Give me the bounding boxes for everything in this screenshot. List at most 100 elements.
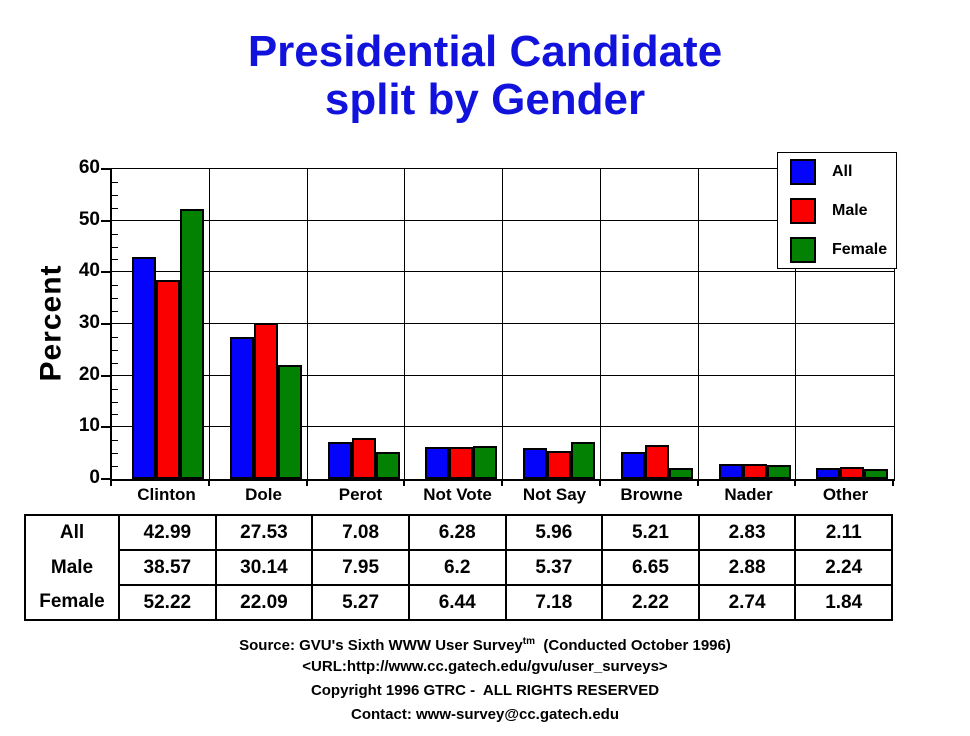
y-axis-tick-label: 0	[89, 467, 100, 488]
y-axis-major-tick	[101, 374, 110, 377]
bar-group-browne	[601, 169, 699, 479]
y-axis-major-tick	[101, 426, 110, 429]
x-axis-tick	[403, 479, 405, 486]
table-cell: 5.37	[504, 549, 604, 586]
legend: All Male Female	[777, 152, 897, 269]
table-cell: 5.27	[311, 584, 410, 621]
y-axis-minor-tick	[112, 336, 118, 338]
x-axis-tick	[306, 479, 308, 486]
bar-group-clinton	[112, 169, 210, 479]
bar-all	[816, 468, 841, 479]
table-cell: 42.99	[118, 514, 217, 551]
footer-source-suffix: (Conducted October 1996)	[535, 637, 731, 654]
x-axis-tick	[208, 479, 210, 486]
footer-source-prefix: Source: GVU's Sixth WWW User Survey	[239, 637, 523, 654]
gridline-vertical	[306, 169, 308, 479]
x-axis-label-other: Other	[822, 485, 869, 504]
table-cell: 2.83	[697, 514, 797, 551]
y-axis-minor-tick	[112, 194, 118, 196]
legend-label-male: Male	[832, 202, 868, 219]
gridline-vertical	[795, 169, 797, 479]
table-row-header: All	[25, 515, 120, 550]
data-table-wrap: All 42.99 27.53 7.08 6.28 5.96 5.21 2.83 2.11 Mal…	[24, 514, 893, 621]
x-axis-label-not-say: Not Say	[522, 485, 587, 504]
footer-source-line: Source: GVU's Sixth WWW User Surveytm (C…	[0, 631, 970, 656]
table-cell: 6.44	[407, 584, 507, 621]
table-cell: 52.22	[118, 584, 217, 621]
bar-all	[425, 447, 450, 479]
bar-all	[132, 257, 156, 479]
bar-female	[766, 465, 791, 479]
table-cell: 27.53	[214, 514, 314, 551]
bar-group-nader	[699, 169, 797, 479]
footer-copyright: Copyright 1996 GTRC - ALL RIGHTS RESERVE…	[310, 682, 660, 699]
table-cell: 2.88	[697, 549, 797, 586]
chart-title: Presidential Candidate split by Gender	[0, 28, 970, 124]
x-axis-label-nader: Nader	[724, 485, 773, 504]
x-axis-label-dole: Dole	[245, 485, 282, 504]
x-axis-tick	[110, 479, 112, 486]
legend-label-female: Female	[832, 241, 888, 258]
bar-male	[449, 447, 474, 479]
y-axis-tick-label: 30	[78, 312, 100, 333]
footer-source-tm: tm	[522, 636, 535, 647]
gridline-horizontal	[112, 374, 894, 376]
gridline-vertical	[404, 169, 406, 479]
plot-area	[101, 168, 895, 481]
x-axis-tick	[599, 479, 601, 486]
table-cell: 1.84	[794, 584, 893, 621]
y-axis-major-tick	[101, 323, 110, 325]
table-cell: 38.57	[118, 549, 217, 586]
bar-female	[277, 365, 302, 479]
y-axis-major-tick	[101, 168, 110, 170]
table-cell: 2.11	[794, 514, 893, 551]
y-axis-minor-tick	[112, 388, 118, 390]
male-swatch-icon	[790, 198, 816, 224]
gridline-horizontal	[112, 219, 894, 221]
bar-female	[180, 209, 204, 479]
legend-entry-all: All	[790, 159, 896, 185]
y-axis-minor-tick	[112, 207, 118, 209]
table-row: Female 52.22 22.09 5.27 6.44 7.18 2.22 2.74 1.84	[25, 584, 893, 621]
bar-female	[571, 442, 595, 479]
y-axis-tick-label: 40	[78, 260, 100, 282]
x-axis-label-perot: Perot	[338, 485, 383, 504]
y-axis-minor-tick	[112, 298, 118, 300]
y-axis-minor-tick	[112, 285, 118, 287]
x-axis-tick	[794, 479, 796, 486]
data-table: All 42.99 27.53 7.08 6.28 5.96 5.21 2.83 2.11 Mal…	[24, 514, 893, 621]
table-row: All 42.99 27.53 7.08 6.28 5.96 5.21 2.83 2.11	[25, 514, 893, 551]
y-axis-major-tick	[101, 478, 110, 480]
y-axis-minor-tick	[112, 311, 118, 313]
bar-group-other	[796, 169, 894, 479]
table-cell: 7.95	[311, 549, 410, 586]
y-axis-minor-tick	[112, 349, 118, 351]
bar-male	[644, 445, 669, 479]
table-cell: 22.09	[214, 584, 314, 621]
bar-all	[718, 464, 743, 479]
table-row: Male 38.57 30.14 7.95 6.2 5.37 6.65 2.88 2.24	[25, 549, 893, 586]
y-axis-minor-tick	[112, 466, 118, 468]
table-cell: 7.08	[311, 514, 410, 551]
gridline-vertical	[599, 169, 601, 479]
bar-male	[840, 467, 865, 479]
gridline-horizontal	[112, 271, 894, 273]
table-cell: 6.65	[601, 549, 700, 586]
footer: Source: GVU's Sixth WWW User Surveytm (C…	[0, 631, 970, 725]
table-cell: 2.22	[601, 584, 700, 621]
gridline-horizontal	[112, 323, 894, 324]
gridline-vertical	[208, 169, 210, 479]
bar-female	[668, 468, 693, 479]
chart-title-line2: split by Gender	[324, 75, 646, 124]
chart-title-line1: Presidential Candidate	[247, 27, 723, 76]
y-axis-major-tick	[101, 271, 110, 274]
x-axis-tick	[501, 479, 503, 486]
table-row-header: Female	[25, 585, 120, 620]
bar-all	[327, 442, 352, 479]
gridline-vertical	[697, 169, 699, 479]
y-axis-tick-label: 60	[78, 157, 100, 178]
bar-male	[253, 323, 278, 479]
bar-all	[620, 452, 645, 479]
y-axis-minor-tick	[112, 181, 118, 183]
